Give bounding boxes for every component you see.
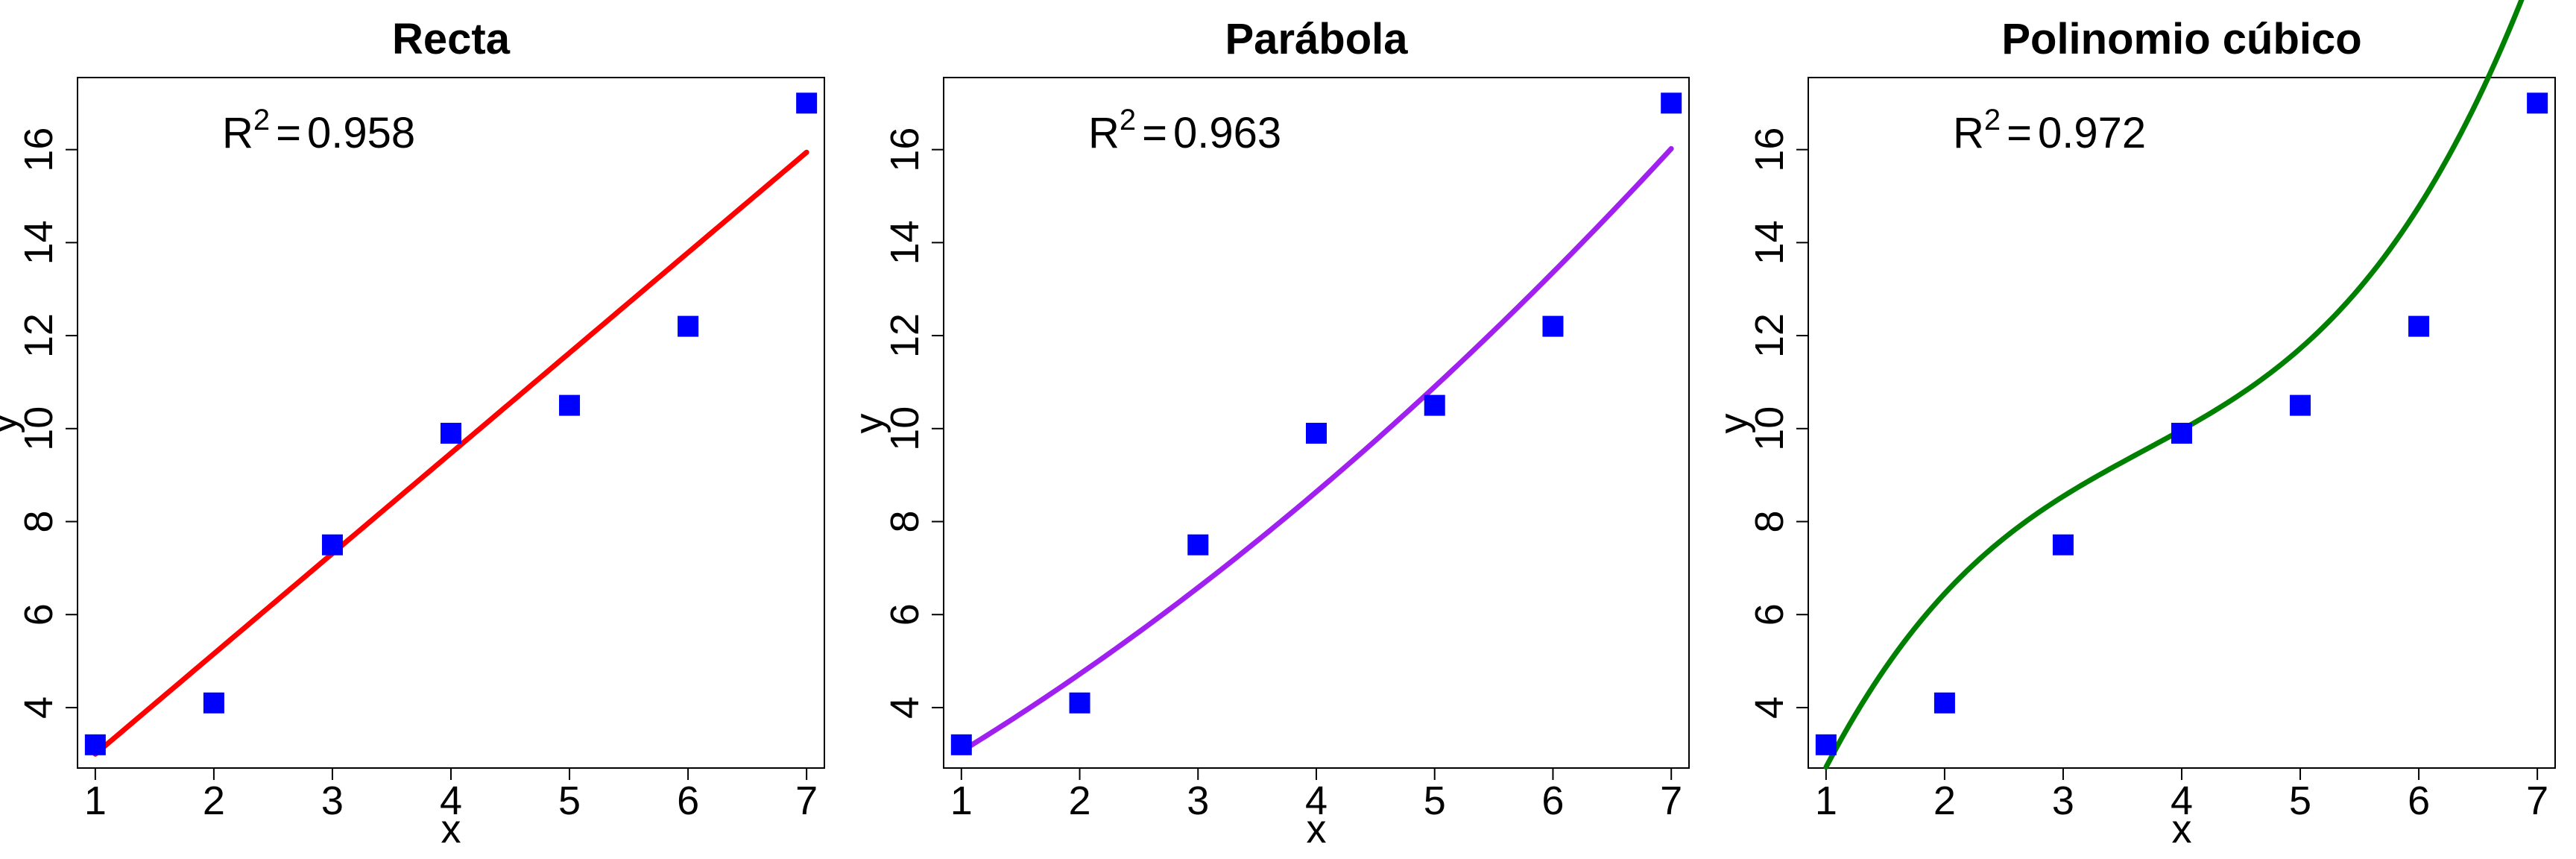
chart-title: Polinomio cúbico — [2001, 15, 2361, 63]
r2-value: 0.963 — [1173, 109, 1281, 157]
plot-frame — [1808, 77, 2556, 769]
y-tick-label: 12 — [1747, 313, 1792, 358]
data-point — [2408, 315, 2430, 337]
data-point — [950, 734, 972, 755]
x-tick-label: 2 — [1933, 778, 1956, 823]
data-point — [441, 423, 461, 444]
r2-exponent: 2 — [1120, 104, 1136, 136]
plot-frame — [943, 77, 1690, 769]
data-point — [2527, 92, 2548, 114]
x-tick-label: 6 — [2408, 778, 2430, 823]
r2-value: 0.972 — [2038, 109, 2146, 157]
fit-curve — [92, 149, 809, 757]
y-tick-label: 8 — [16, 510, 61, 532]
x-tick-label: 3 — [321, 778, 344, 823]
chart-title: Recta — [392, 15, 511, 63]
data-point — [1815, 734, 1837, 755]
data-point — [1933, 692, 1955, 714]
y-tick-label: 12 — [16, 313, 61, 358]
y-tick-label: 16 — [883, 128, 927, 172]
x-axis-label: x — [441, 807, 461, 852]
x-tick-label: 7 — [1660, 778, 1682, 823]
data-point — [678, 315, 699, 337]
x-tick-label: 7 — [2526, 778, 2548, 823]
r2-symbol: R — [1088, 109, 1120, 157]
data-point — [559, 394, 581, 416]
y-tick-label: 12 — [883, 313, 927, 358]
x-tick-label: 5 — [2289, 778, 2311, 823]
y-tick-label: 6 — [1747, 603, 1792, 626]
data-point — [1424, 394, 1445, 416]
x-tick-label: 6 — [677, 778, 699, 823]
data-point — [796, 92, 818, 114]
y-tick-label: 4 — [16, 696, 61, 719]
y-tick-label: 8 — [883, 510, 927, 532]
y-tick-label: 6 — [883, 603, 927, 626]
x-tick-label: 2 — [1069, 778, 1091, 823]
y-tick-label: 16 — [1747, 128, 1792, 172]
r2-exponent: 2 — [253, 104, 270, 136]
y-tick-label: 6 — [16, 603, 61, 626]
data-point — [1542, 315, 1564, 337]
r2-exponent: 2 — [1984, 104, 2001, 136]
data-point — [1661, 92, 1682, 114]
y-tick-label: 10 — [16, 406, 61, 451]
y-tick-label: 14 — [16, 220, 61, 265]
chart-title: Parábola — [1225, 15, 1409, 63]
y-tick-label: 14 — [1747, 220, 1792, 265]
data-point — [203, 692, 224, 714]
y-tick-label: 16 — [16, 128, 61, 172]
r2-annotation: R2 = 0.972 — [1953, 104, 2146, 157]
x-tick-label: 1 — [1815, 778, 1837, 823]
data-point — [321, 534, 343, 556]
y-tick-label: 4 — [883, 696, 927, 719]
plot-frame — [77, 77, 825, 769]
x-tick-label: 1 — [84, 778, 107, 823]
data-point — [2052, 534, 2074, 556]
x-tick-label: 4 — [440, 778, 462, 823]
data-point — [2171, 423, 2192, 444]
fit-curve — [1823, 0, 2525, 770]
data-point — [1306, 423, 1327, 444]
y-tick-label: 8 — [1747, 510, 1792, 532]
x-tick-label: 4 — [2171, 778, 2193, 823]
y-axis-label: y — [0, 414, 25, 434]
x-tick-label: 2 — [203, 778, 225, 823]
y-tick-label: 14 — [883, 220, 927, 265]
r2-equals: = — [2007, 109, 2032, 157]
y-tick-label: 10 — [883, 406, 927, 451]
x-tick-label: 3 — [2052, 778, 2074, 823]
y-axis-label: y — [847, 414, 891, 434]
y-axis-label: y — [1711, 414, 1756, 434]
x-axis-label: x — [1307, 807, 1327, 852]
r2-symbol: R — [1953, 109, 1984, 157]
x-tick-label: 6 — [1541, 778, 1564, 823]
panel-recta: Recta123456746810121416xyR2=0.958 — [0, 15, 825, 852]
r2-equals: = — [276, 109, 301, 157]
x-tick-label: 3 — [1187, 778, 1209, 823]
x-axis-label: x — [2172, 807, 2192, 852]
r2-annotation: R2 = 0.963 — [1088, 104, 1281, 157]
r2-symbol: R — [222, 109, 253, 157]
r2-annotation: R2 = 0.958 — [222, 104, 415, 157]
x-tick-label: 5 — [1424, 778, 1446, 823]
r2-equals: = — [1142, 109, 1167, 157]
x-tick-label: 5 — [558, 778, 581, 823]
y-tick-label: 4 — [1747, 696, 1792, 719]
x-tick-label: 1 — [950, 778, 973, 823]
y-tick-label: 10 — [1747, 406, 1792, 451]
x-tick-label: 7 — [795, 778, 818, 823]
data-point — [1187, 534, 1209, 556]
data-point — [2290, 394, 2311, 416]
x-tick-label: 4 — [1305, 778, 1328, 823]
data-point — [1069, 692, 1090, 714]
r2-value: 0.958 — [307, 109, 415, 157]
data-point — [84, 734, 106, 755]
fit-curve — [959, 145, 1674, 755]
